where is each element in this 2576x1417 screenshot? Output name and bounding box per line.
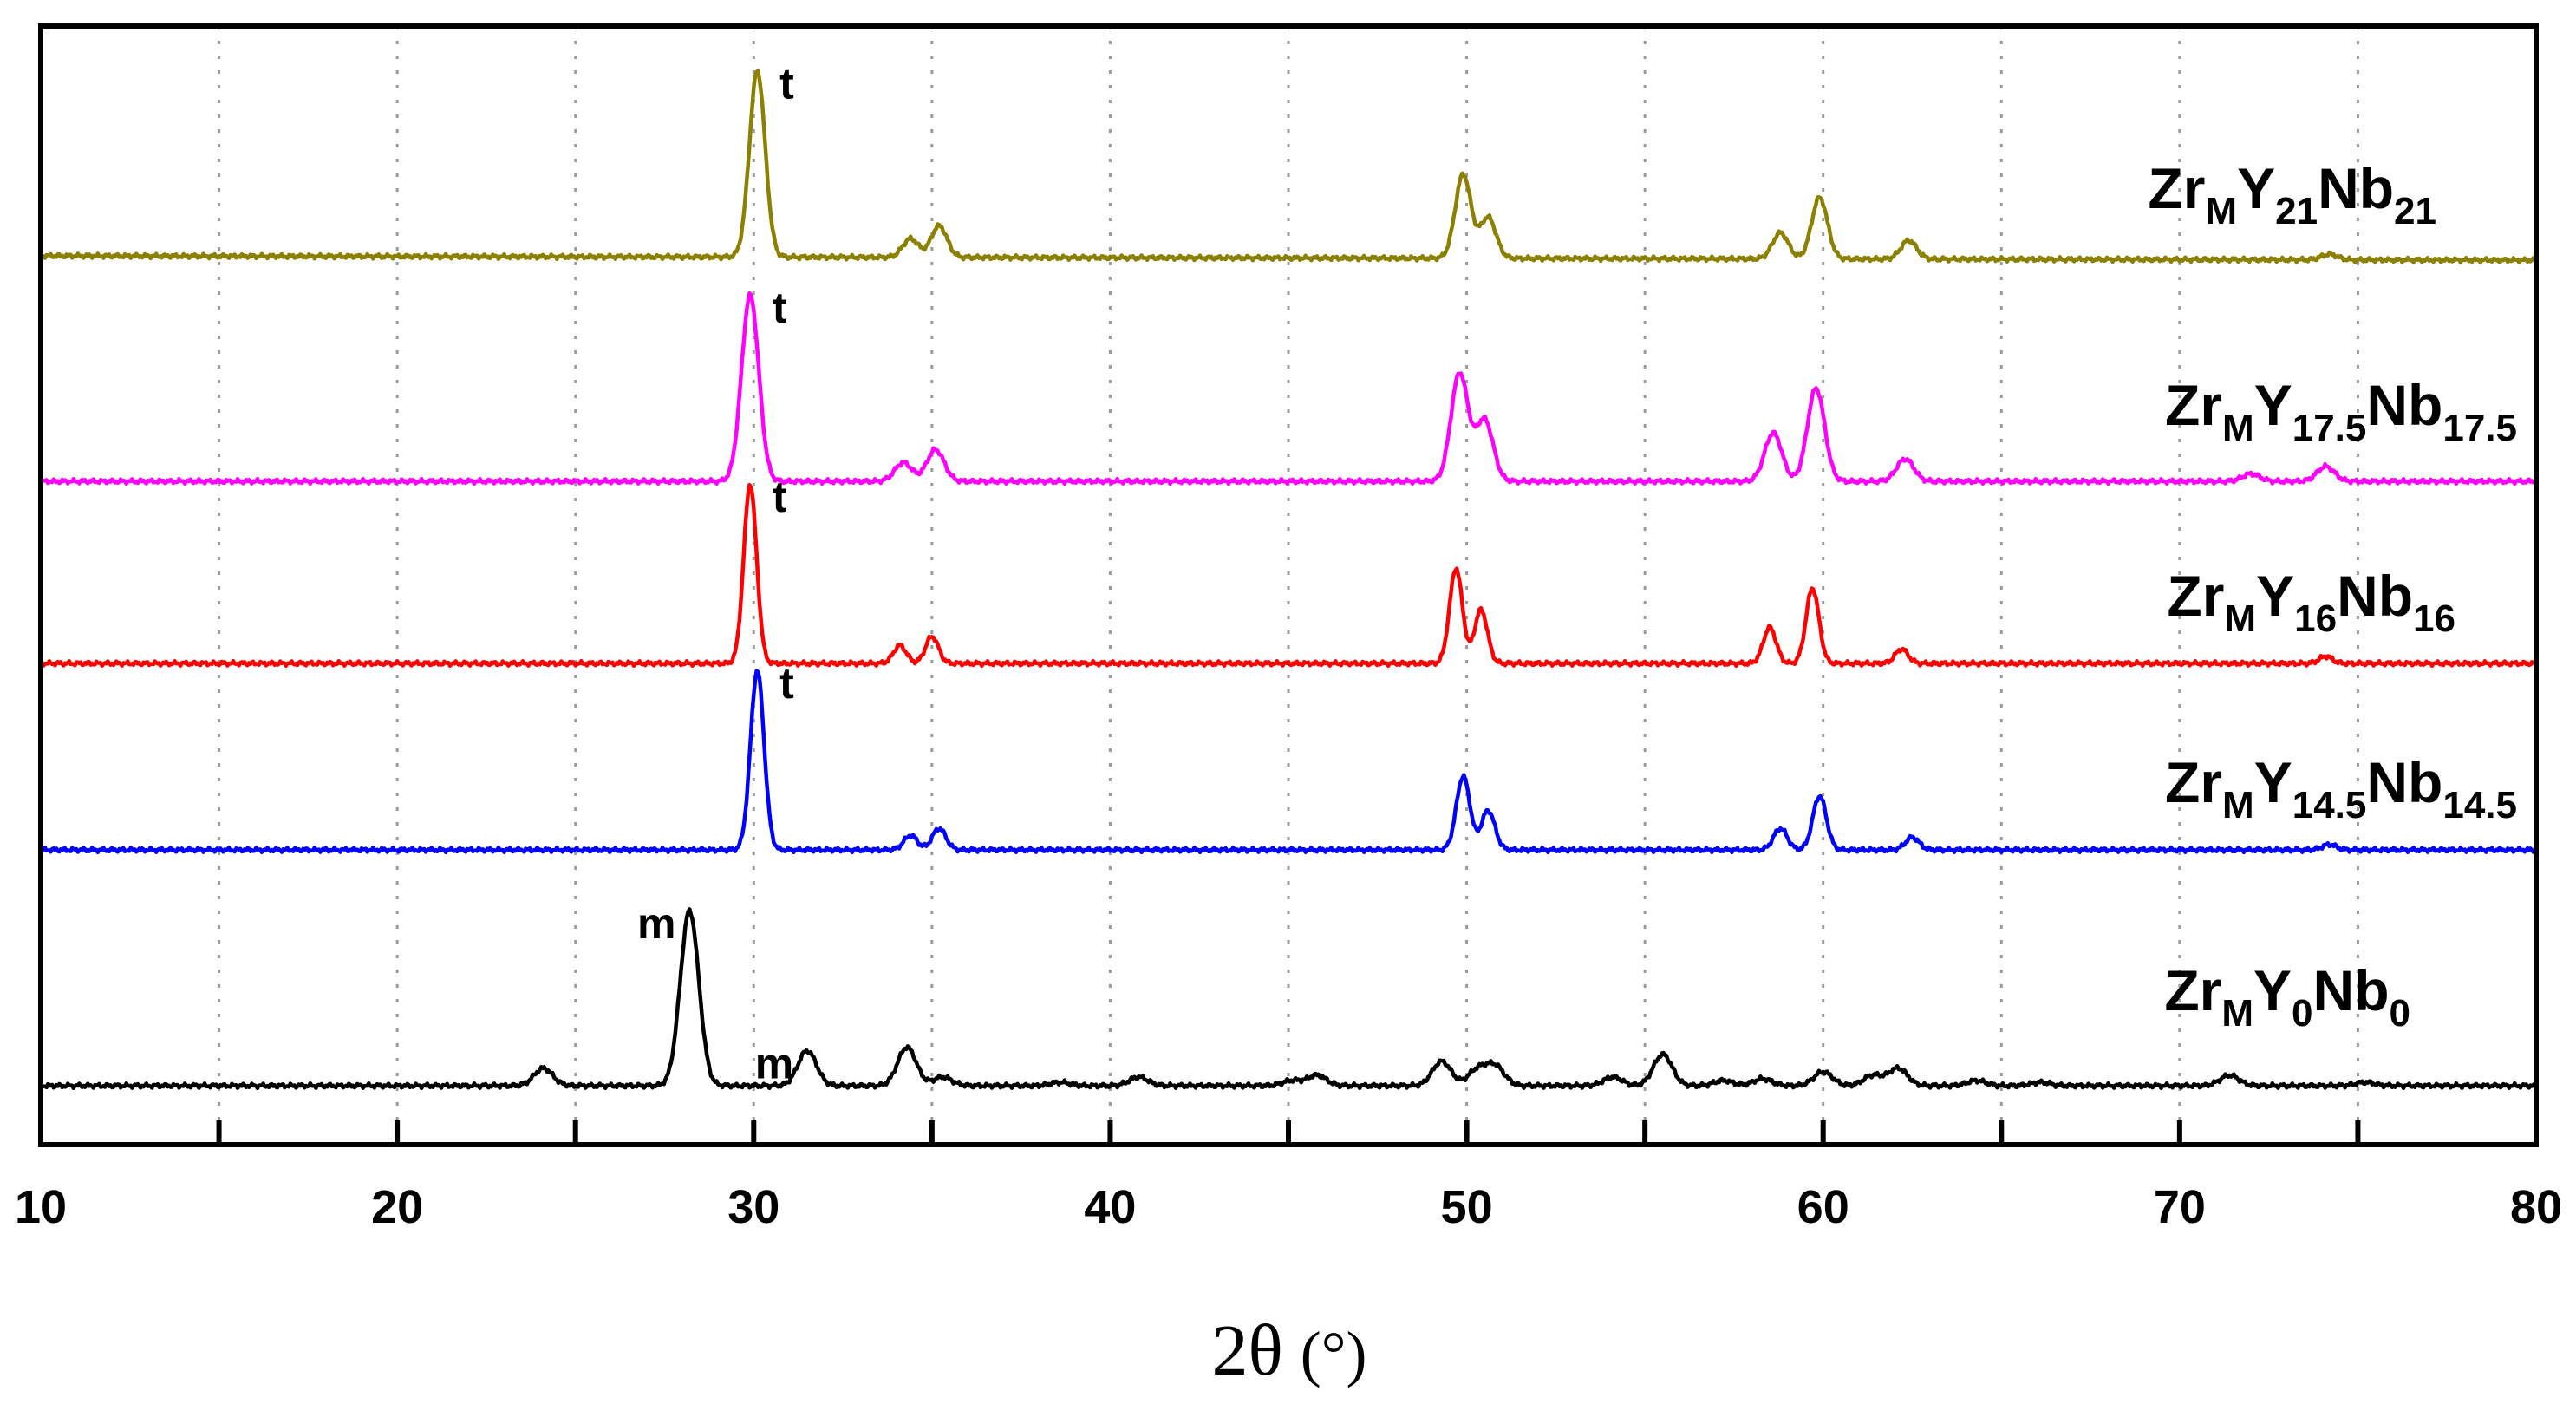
- x-tick-label: 50: [1441, 1181, 1493, 1233]
- series-label-3: ZrMY14.5Nb14.5: [2165, 750, 2517, 826]
- series-line-1: [38, 291, 2539, 486]
- x-tick-label: 70: [2154, 1181, 2206, 1233]
- x-axis-ticks: 10 20 30 40 50 60 70 80: [15, 1120, 2562, 1233]
- series-label-subscript: M: [2221, 992, 2253, 1035]
- series-label-subscript: 21: [2275, 190, 2318, 232]
- series-label-symbol: Y: [2253, 958, 2292, 1022]
- series-line-3: [40, 669, 2537, 855]
- series-label-subscript: 14.5: [2292, 784, 2367, 826]
- series-label-symbol: Y: [2237, 156, 2275, 220]
- peak-annotation: t: [779, 59, 794, 108]
- series-label-subscript: 17.5: [2292, 407, 2367, 449]
- series-label-subscript: M: [2205, 190, 2237, 232]
- peak-annotations: t t t t m m: [637, 59, 794, 1087]
- series-label-symbol: Nb: [2318, 156, 2394, 220]
- x-axis-title-symbol: 2θ: [1212, 1310, 1283, 1391]
- x-tick-label: 20: [371, 1181, 423, 1233]
- series-label-symbol: Zr: [2148, 156, 2205, 220]
- peak-annotation: t: [779, 659, 794, 708]
- series-label-subscript: 16: [2294, 597, 2337, 640]
- series-label-2: ZrMY16Nb16: [2167, 564, 2455, 640]
- series-label-subscript: M: [2224, 597, 2256, 640]
- vertical-gridlines: [218, 26, 2359, 1145]
- series-label-subscript: M: [2222, 784, 2254, 826]
- series-label-subscript: 14.5: [2442, 784, 2517, 826]
- x-tick-label: 40: [1084, 1181, 1136, 1233]
- series-labels: ZrMY21Nb21ZrMY17.5Nb17.5ZrMY16Nb16ZrMY14…: [2148, 156, 2517, 1035]
- x-tick-label: 60: [1797, 1181, 1849, 1233]
- series-traces: [38, 69, 2539, 1091]
- series-line-0: [40, 69, 2538, 264]
- series-label-subscript: 16: [2413, 597, 2455, 640]
- series-label-symbol: Nb: [2366, 750, 2442, 814]
- series-label-subscript: 0: [2390, 992, 2410, 1035]
- x-axis-title: 2θ (°): [1212, 1310, 1367, 1391]
- series-label-4: ZrMY0Nb0: [2164, 958, 2410, 1035]
- series-label-1: ZrMY17.5Nb17.5: [2165, 373, 2517, 449]
- x-tick-label: 10: [15, 1181, 67, 1233]
- x-axis-title-unit: (°): [1301, 1319, 1367, 1388]
- series-label-symbol: Nb: [2366, 373, 2442, 437]
- series-label-symbol: Zr: [2165, 750, 2222, 814]
- peak-annotation: m: [755, 1040, 793, 1088]
- series-label-symbol: Zr: [2167, 564, 2224, 628]
- series-label-symbol: Y: [2256, 564, 2294, 628]
- series-label-subscript: 17.5: [2442, 407, 2517, 449]
- series-label-subscript: 21: [2394, 190, 2436, 232]
- x-tick-label: 80: [2510, 1181, 2562, 1233]
- series-label-subscript: M: [2222, 407, 2254, 449]
- series-label-symbol: Zr: [2165, 373, 2222, 437]
- peak-annotation: m: [637, 899, 675, 948]
- series-label-symbol: Nb: [2337, 564, 2413, 628]
- series-label-subscript: 0: [2292, 992, 2312, 1035]
- series-line-2: [40, 482, 2537, 669]
- series-line-4: [38, 907, 2539, 1091]
- series-label-symbol: Nb: [2313, 958, 2390, 1022]
- x-tick-label: 30: [727, 1181, 779, 1233]
- peak-annotation: t: [773, 473, 787, 521]
- series-label-0: ZrMY21Nb21: [2148, 156, 2436, 232]
- series-label-symbol: Y: [2254, 750, 2292, 814]
- peak-annotation: t: [773, 284, 787, 332]
- series-label-symbol: Zr: [2164, 958, 2221, 1022]
- series-label-symbol: Y: [2254, 373, 2292, 437]
